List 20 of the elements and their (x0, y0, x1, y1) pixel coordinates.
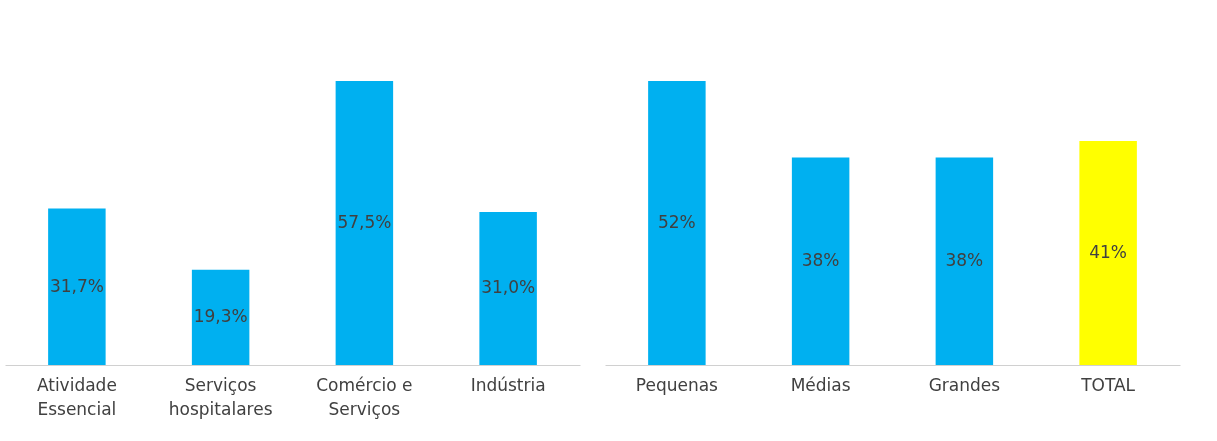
x-tick-label: Pequenas (635, 374, 719, 395)
data-label: 38% (801, 250, 840, 271)
bar (48, 208, 106, 365)
data-label: 38% (945, 250, 984, 271)
bar (191, 269, 250, 365)
x-tick-label: TOTAL (1080, 374, 1136, 395)
data-label: 31,7% (49, 275, 104, 296)
x-tick-label: Médias (790, 374, 851, 395)
data-label: 41% (1089, 242, 1128, 263)
x-tick-label: Comércio e Serviços (316, 374, 413, 419)
data-label: 52% (657, 212, 696, 232)
bar (335, 81, 394, 365)
bar (479, 211, 537, 365)
data-label: 31,0% (481, 277, 536, 298)
data-label: 57,5% (337, 212, 392, 232)
x-tick-label: Indústria (470, 374, 546, 395)
x-tick-label: Grandes (928, 374, 1001, 395)
data-label: 19,3% (193, 306, 248, 327)
x-tick-label: Atividade Essencial (36, 374, 117, 419)
x-tick-label: Serviços hospitalares (168, 374, 273, 419)
